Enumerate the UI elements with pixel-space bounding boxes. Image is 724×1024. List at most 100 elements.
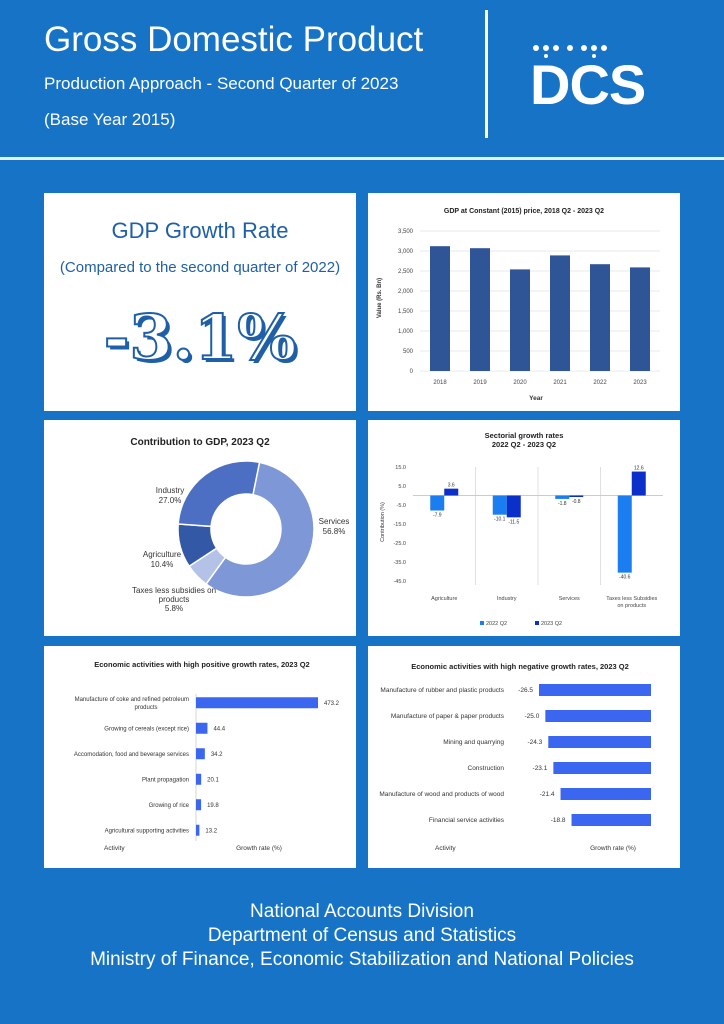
gdp-bar-chart: GDP at Constant (2015) price, 2018 Q2 - … xyxy=(377,208,660,402)
y-tick-label: -5.0 xyxy=(397,503,406,509)
y-axis-label: Contribution (%) xyxy=(380,502,386,542)
data-label: -0.8 xyxy=(572,499,581,505)
category-label: Manufacture of paper & paper products xyxy=(391,713,505,720)
data-label: -23.1 xyxy=(533,765,548,772)
sectorial-growth-chart: Sectorial growth rates 2022 Q2 - 2023 Q2… xyxy=(380,431,663,627)
dcs-logo: DCS xyxy=(530,53,646,116)
bar xyxy=(569,495,584,498)
bar xyxy=(539,684,651,696)
data-label: -26.5 xyxy=(518,687,533,694)
data-label: -18.8 xyxy=(551,817,566,824)
slice-label: Industry xyxy=(156,486,184,495)
data-label: -21.4 xyxy=(540,791,555,798)
data-label: -40.6 xyxy=(619,575,631,581)
bar xyxy=(590,264,610,371)
x-tick-label: 2022 xyxy=(593,380,607,386)
bar xyxy=(492,495,507,515)
category-label: Growing of cereals (except rice) xyxy=(104,726,189,732)
footer-division: National Accounts Division xyxy=(250,901,474,922)
y-tick-label: 15.0 xyxy=(395,465,406,471)
x-axis-label: Year xyxy=(529,395,543,402)
sectorial-panel: Sectorial growth rates 2022 Q2 - 2023 Q2… xyxy=(368,420,680,636)
bar xyxy=(631,471,646,496)
chart-title: Sectorial growth rates xyxy=(485,431,564,440)
category-label: Manufacture of wood and products of wood xyxy=(379,791,504,798)
y-tick-label: 2,000 xyxy=(398,289,414,295)
data-label: 19.8 xyxy=(207,803,219,809)
chart-title: Economic activities with high negative g… xyxy=(411,662,629,671)
y-tick-label: 500 xyxy=(403,349,414,355)
gdp-bar-panel: GDP at Constant (2015) price, 2018 Q2 - … xyxy=(368,193,680,411)
growth-value: -3.1% xyxy=(103,300,298,375)
negative-growth-panel: Economic activities with high negative g… xyxy=(368,646,680,868)
bar xyxy=(196,722,208,734)
data-label: -24.3 xyxy=(527,739,542,746)
bar xyxy=(430,495,445,511)
category-label: Mining and quarrying xyxy=(443,739,504,746)
bar xyxy=(553,762,651,774)
donut-slice xyxy=(205,461,315,598)
y-tick-label: 5.0 xyxy=(398,484,406,490)
bar xyxy=(430,246,450,371)
y-tick-label: 2,500 xyxy=(398,269,414,275)
x-tick-label: 2018 xyxy=(433,380,447,386)
y-tick-label: 0 xyxy=(410,369,414,375)
positive-growth-chart: Economic activities with high positive g… xyxy=(74,660,340,852)
slice-label: Taxes less subsidies on xyxy=(132,586,216,595)
legend-swatch xyxy=(480,621,484,625)
x-tick-label: Services xyxy=(559,596,580,602)
x-tick-label: 2023 xyxy=(633,380,647,386)
contribution-panel: Contribution to GDP, 2023 Q2 Services 56.… xyxy=(44,420,356,636)
header-divider xyxy=(485,10,488,138)
header: Gross Domestic Product Production Approa… xyxy=(0,0,724,158)
x-tick-label: Industry xyxy=(497,596,517,602)
x-tick-label: 2021 xyxy=(553,380,567,386)
bar xyxy=(571,814,651,826)
y-tick-label: 1,500 xyxy=(398,309,414,315)
category-label: Accomodation, food and beverage services xyxy=(74,752,189,758)
category-label: Plant propagation xyxy=(142,777,189,783)
x-tick-label: Agriculture xyxy=(431,596,457,602)
category-label: Manufacture of rubber and plastic produc… xyxy=(380,687,504,694)
footer-ministry: Ministry of Finance, Economic Stabilizat… xyxy=(90,949,634,970)
category-label: products xyxy=(134,705,157,711)
category-label: Growing of rice xyxy=(149,803,190,809)
category-label: Agricultural supporting activities xyxy=(105,828,189,834)
x-tick-label: 2019 xyxy=(473,380,487,386)
positive-growth-panel: Economic activities with high positive g… xyxy=(44,646,356,868)
bar xyxy=(196,824,200,836)
footer-department: Department of Census and Statistics xyxy=(207,925,517,946)
y-tick-label: -35.0 xyxy=(393,560,406,566)
category-header: Activity xyxy=(104,845,125,852)
data-label: 44.4 xyxy=(213,726,225,732)
bar xyxy=(617,495,632,573)
legend-label: 2023 Q2 xyxy=(541,621,562,627)
logo-dots-icon xyxy=(533,45,607,58)
bar xyxy=(560,788,651,800)
x-tick-label: on products xyxy=(617,603,646,609)
negative-growth-chart: Economic activities with high negative g… xyxy=(379,662,651,852)
chart-subtitle: 2022 Q2 - 2023 Q2 xyxy=(492,440,556,449)
gdp-growth-panel: GDP Growth Rate (Compared to the second … xyxy=(44,193,356,411)
data-label: 13.2 xyxy=(205,828,217,834)
bar xyxy=(470,248,490,371)
bar xyxy=(196,697,318,709)
x-tick-label: Taxes less Subsidies xyxy=(606,596,657,602)
growth-title: GDP Growth Rate xyxy=(111,218,289,243)
page-title: Gross Domestic Product xyxy=(44,20,424,59)
slice-label: products xyxy=(159,595,190,604)
data-label: -1.8 xyxy=(558,501,567,507)
legend-swatch xyxy=(535,621,539,625)
data-label: 20.1 xyxy=(207,777,219,783)
donut-slice xyxy=(177,460,261,528)
bar xyxy=(630,267,650,371)
data-label: -25.0 xyxy=(525,713,540,720)
bar xyxy=(550,255,570,371)
bar xyxy=(510,269,530,371)
y-tick-label: 1,000 xyxy=(398,329,414,335)
bar xyxy=(548,736,651,748)
category-header: Activity xyxy=(435,845,456,852)
legend-label: 2022 Q2 xyxy=(486,621,507,627)
data-label: -10.1 xyxy=(494,517,506,523)
chart-title: Economic activities with high positive g… xyxy=(94,660,309,669)
